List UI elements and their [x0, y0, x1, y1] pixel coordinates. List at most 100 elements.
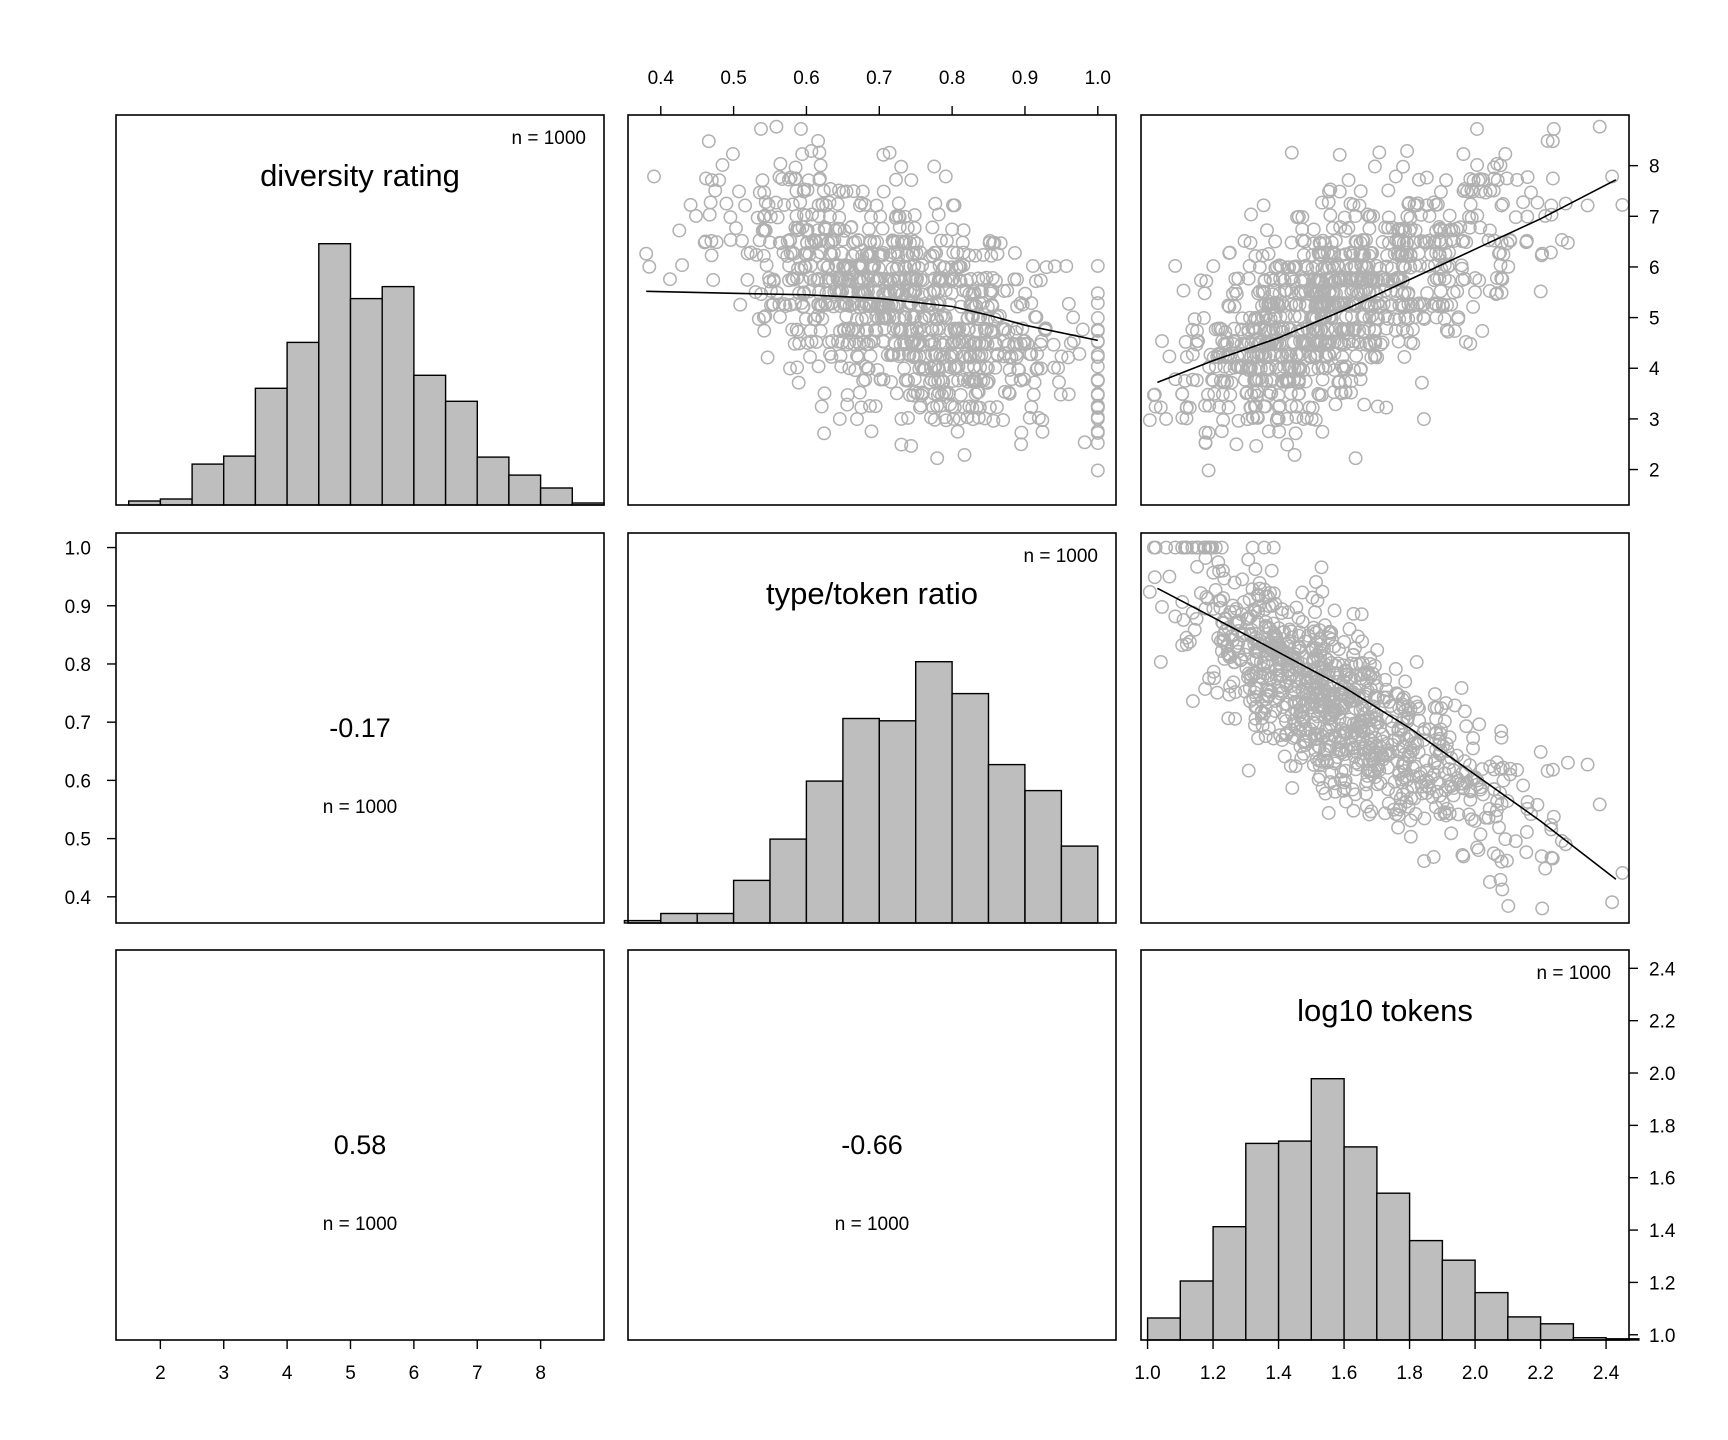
- scatter-point: [989, 400, 1004, 415]
- scatter-point: [1370, 777, 1385, 792]
- scatter-point: [790, 220, 805, 235]
- scatter-point: [733, 297, 748, 312]
- scatter-point: [904, 309, 919, 324]
- scatter-point: [956, 223, 971, 238]
- scatter-point: [1178, 334, 1193, 349]
- scatter-point: [1353, 184, 1368, 199]
- scatter-point: [888, 210, 903, 225]
- scatter-point: [1454, 681, 1469, 695]
- scatter-point: [683, 197, 698, 212]
- scatter-point: [1410, 699, 1425, 714]
- scatter-point: [1314, 560, 1329, 575]
- panel-frame-r2-c1: [115, 532, 605, 924]
- scatter-point: [1490, 849, 1505, 863]
- scatter-point: [1022, 347, 1037, 362]
- scatter-point: [1442, 208, 1457, 223]
- scatter-point: [788, 296, 802, 311]
- scatter-point: [1030, 347, 1045, 361]
- scatter-point: [1378, 220, 1393, 235]
- scatter-point: [1446, 234, 1461, 249]
- x-tick-label: 0.9: [1012, 68, 1038, 89]
- scatter-point: [1009, 349, 1024, 364]
- scatter-point: [1271, 690, 1286, 705]
- panel-frame-r2-c2: [627, 532, 1117, 924]
- x-tick-label: 2.2: [1527, 1363, 1553, 1384]
- scatter-point: [1241, 271, 1256, 286]
- scatter-point: [953, 259, 968, 274]
- scatter-point: [1284, 624, 1298, 639]
- scatter-point: [663, 272, 677, 287]
- histogram-bars-layer: [127, 242, 1640, 1341]
- scatter-point: [1306, 757, 1321, 772]
- scatter-point: [1357, 324, 1371, 339]
- smooth-line-2: [1157, 179, 1617, 384]
- scatter-point: [986, 413, 1001, 428]
- scatter-point: [1580, 198, 1595, 213]
- scatter-point: [1456, 147, 1471, 162]
- scatter-point: [825, 334, 840, 348]
- x-tick-label: 4: [282, 1363, 293, 1384]
- scatter-point: [880, 347, 895, 362]
- scatter-point: [873, 372, 888, 387]
- hist-bar: [732, 879, 771, 924]
- scatter-point: [1381, 210, 1396, 225]
- scatter-point: [1287, 309, 1302, 324]
- scatter-point: [708, 183, 723, 198]
- scatter-point: [1472, 273, 1487, 288]
- panel-frame-r3-c2: [627, 949, 1117, 1341]
- y-tick-label: 2.4: [1649, 959, 1676, 980]
- scatter-point: [1243, 400, 1258, 415]
- y-tick-label: 5: [1649, 309, 1660, 330]
- scatter-point: [1433, 223, 1448, 238]
- scatter-point: [780, 248, 795, 263]
- scatter-point: [871, 272, 886, 287]
- scatter-point: [1236, 347, 1251, 362]
- scatter-point: [1369, 258, 1384, 273]
- scatter-point: [1284, 398, 1299, 413]
- scatter-point: [1354, 607, 1369, 622]
- scatter-point: [1292, 386, 1306, 401]
- scatter-point: [886, 322, 901, 337]
- scatter-point: [886, 235, 901, 250]
- scatter-point: [1403, 702, 1418, 716]
- scatter-point: [1142, 413, 1157, 428]
- scatter-point: [976, 247, 991, 262]
- scatter-point: [1433, 184, 1448, 199]
- scatter-point: [1327, 754, 1342, 769]
- scatter-point: [1439, 737, 1454, 752]
- scatter-point: [1227, 654, 1242, 669]
- scatter-point: [1487, 762, 1502, 777]
- scatter-point: [1291, 375, 1306, 390]
- scatter-point: [1215, 387, 1230, 402]
- scatter-point: [1241, 763, 1256, 778]
- scatter-point: [1052, 375, 1066, 390]
- scatter-point: [783, 245, 798, 260]
- scatter-point: [1235, 311, 1250, 326]
- scatter-point: [1276, 321, 1290, 336]
- scatter-point: [926, 283, 941, 298]
- scatter-point: [1327, 703, 1342, 718]
- scatter-point: [971, 410, 986, 425]
- scatter-point: [1300, 260, 1315, 275]
- scatter-point: [1540, 133, 1555, 148]
- scatter-point: [777, 197, 792, 212]
- scatter-point: [1353, 372, 1368, 387]
- scatter-point: [1271, 388, 1286, 403]
- scatter-point: [1369, 715, 1384, 730]
- scatter-point: [895, 286, 910, 301]
- variable-title: diversity rating: [260, 158, 460, 193]
- scatter-point: [1162, 349, 1177, 364]
- scatter-point: [936, 310, 951, 325]
- scatter-point: [1544, 198, 1559, 213]
- scatter-point: [1439, 323, 1454, 337]
- scatter-point: [1289, 410, 1304, 425]
- scatter-point: [639, 246, 654, 261]
- scatter-point: [1261, 689, 1276, 704]
- scatter-point: [1426, 850, 1441, 864]
- scatter-point: [1059, 259, 1074, 274]
- scatter-point: [837, 323, 852, 338]
- scatter-point: [973, 284, 988, 299]
- scatter-point: [754, 121, 768, 136]
- scatter-point: [870, 298, 885, 313]
- scatter-point: [1489, 271, 1504, 285]
